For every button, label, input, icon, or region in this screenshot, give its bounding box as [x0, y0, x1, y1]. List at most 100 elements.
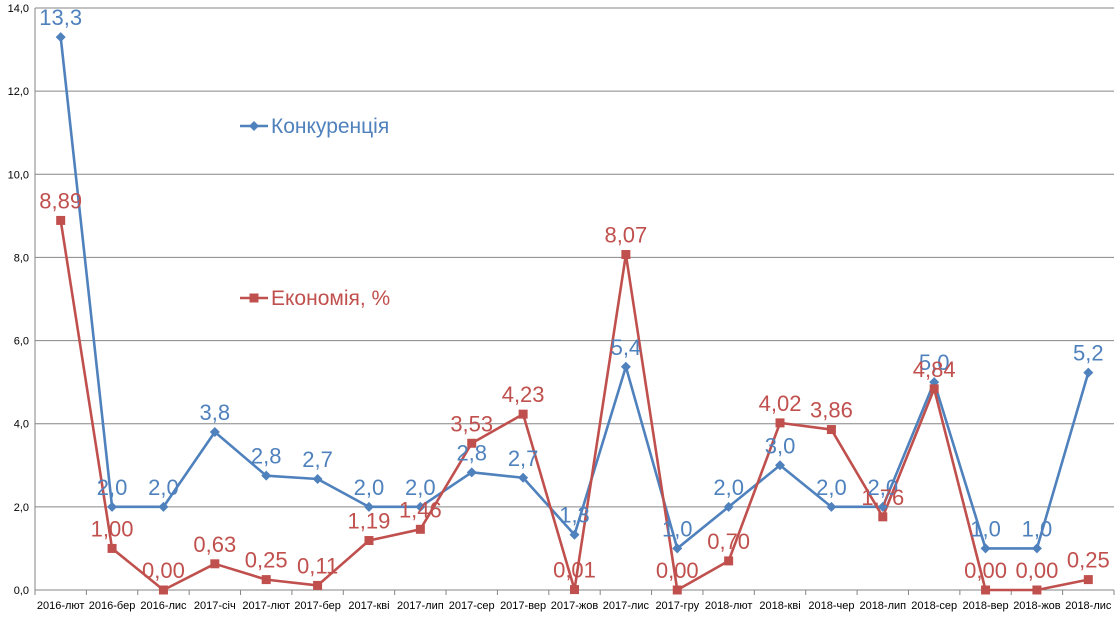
data-point-diamond — [107, 501, 118, 512]
data-label: 1,3 — [559, 503, 590, 528]
data-label: 5,2 — [1073, 341, 1104, 366]
data-label: 2,0 — [867, 475, 898, 500]
data-label: 1,0 — [970, 516, 1001, 541]
data-labels: 13,3 2,0 2,0 3,8 2,8 2,7 2,0 2,0 2,8 2,7 1,3 5,4 1,0… — [39, 5, 1109, 583]
data-point-diamond — [620, 361, 631, 372]
data-point-square — [826, 425, 836, 435]
data-label: 2,8 — [456, 440, 487, 465]
x-category-label: 2018-чер — [808, 600, 854, 612]
data-label: 1,0 — [1022, 516, 1053, 541]
x-category-label: 2017-лип — [397, 600, 444, 612]
data-label: 1,46 — [399, 497, 442, 522]
y-axis-ticks: 0,0 2,0 4,0 6,0 8,0 10,0 12,0 14,0 — [8, 3, 29, 597]
data-label: 1,19 — [348, 509, 391, 534]
data-label: 5,0 — [919, 350, 950, 375]
data-point-diamond — [466, 467, 477, 478]
legend-label: Конкуренція — [271, 115, 389, 138]
data-point-square — [1083, 575, 1093, 585]
legend-marker-diamond — [249, 121, 259, 131]
data-point-diamond — [518, 472, 529, 483]
data-label: 0,01 — [553, 558, 596, 583]
data-label: 0,00 — [964, 558, 1007, 583]
data-point-square — [929, 384, 939, 394]
data-label: 0,00 — [656, 558, 699, 583]
data-label: 0,00 — [1016, 558, 1059, 583]
data-label: 5,4 — [611, 335, 642, 360]
x-category-label: 2017-лют — [242, 600, 290, 612]
data-point-square — [878, 512, 888, 522]
data-label: 4,23 — [502, 382, 545, 407]
data-point-diamond — [363, 501, 374, 512]
data-label: 1,0 — [662, 516, 693, 541]
data-point-square — [158, 585, 168, 595]
data-point-diamond — [723, 501, 734, 512]
y-tick-label: 14,0 — [8, 3, 29, 15]
data-point-square — [415, 524, 425, 534]
data-point-square — [518, 409, 528, 419]
data-label: 8,07 — [604, 223, 647, 248]
data-point-diamond — [980, 543, 991, 554]
y-tick-label: 10,0 — [8, 169, 29, 181]
data-point-square — [981, 585, 991, 595]
data-label: 0,00 — [142, 558, 185, 583]
y-tick-label: 8,0 — [14, 252, 29, 264]
data-point-diamond — [158, 501, 169, 512]
data-label: 4,84 — [913, 357, 956, 382]
data-point-diamond — [209, 427, 220, 438]
data-label: 1,76 — [861, 485, 904, 510]
data-label: 2,0 — [97, 475, 128, 500]
series-line — [59, 36, 1090, 550]
x-axis-categories: 2016-лют 2016-бер 2016-лис 2017-січ 2017-лют… — [37, 600, 1112, 612]
data-point-diamond — [1031, 543, 1042, 554]
data-point-square — [210, 559, 220, 569]
y-tick-label: 0,0 — [14, 585, 29, 597]
data-point-diamond — [261, 470, 272, 481]
x-category-label: 2018-лют — [705, 600, 753, 612]
x-category-label: 2016-лют — [37, 600, 85, 612]
x-category-label: 2018-сер — [911, 600, 957, 612]
x-category-label: 2018-кві — [759, 600, 800, 612]
data-point-diamond — [569, 529, 580, 540]
data-point-diamond — [877, 501, 888, 512]
x-category-label: 2017-гру — [655, 600, 699, 612]
data-label: 13,3 — [39, 5, 82, 30]
data-label: 3,53 — [450, 411, 493, 436]
legend-label: Економія, % — [271, 287, 390, 310]
y-tick-label: 12,0 — [8, 86, 29, 98]
data-label: 3,86 — [810, 398, 853, 423]
data-point-diamond — [775, 460, 786, 471]
data-point-square — [621, 250, 631, 260]
legend: Конкуренція Економія, % — [240, 115, 390, 310]
data-label: 2,7 — [508, 446, 539, 471]
data-label: 0,70 — [707, 529, 750, 554]
data-point-diamond — [672, 543, 683, 554]
x-category-label: 2018-лип — [859, 600, 906, 612]
legend-marker-square — [249, 293, 259, 303]
gridlines — [35, 7, 1114, 508]
data-label: 3,0 — [765, 433, 796, 458]
data-label: 3,8 — [200, 400, 231, 425]
data-label: 2,0 — [148, 475, 179, 500]
data-point-diamond — [55, 32, 66, 43]
data-label: 0,25 — [1067, 548, 1110, 573]
y-tick-label: 2,0 — [14, 502, 29, 514]
data-label: 1,00 — [91, 516, 134, 541]
x-category-label: 2017-січ — [194, 600, 236, 612]
x-category-label: 2017-сер — [449, 600, 495, 612]
data-point-square — [724, 556, 734, 566]
data-label: 0,25 — [245, 548, 288, 573]
x-category-label: 2018-вер — [963, 600, 1009, 612]
data-point-square — [1032, 585, 1042, 595]
data-point-diamond — [1083, 367, 1094, 378]
data-point-square — [364, 536, 374, 546]
x-category-label: 2017-кві — [348, 600, 389, 612]
series-markers — [55, 32, 1094, 595]
data-point-diamond — [415, 501, 426, 512]
y-tick-label: 6,0 — [14, 336, 29, 348]
x-category-label: 2018-лис — [1065, 600, 1112, 612]
data-point-square — [107, 543, 117, 553]
data-label: 2,0 — [354, 475, 385, 500]
x-category-label: 2017-лис — [603, 600, 650, 612]
data-point-square — [261, 575, 271, 585]
